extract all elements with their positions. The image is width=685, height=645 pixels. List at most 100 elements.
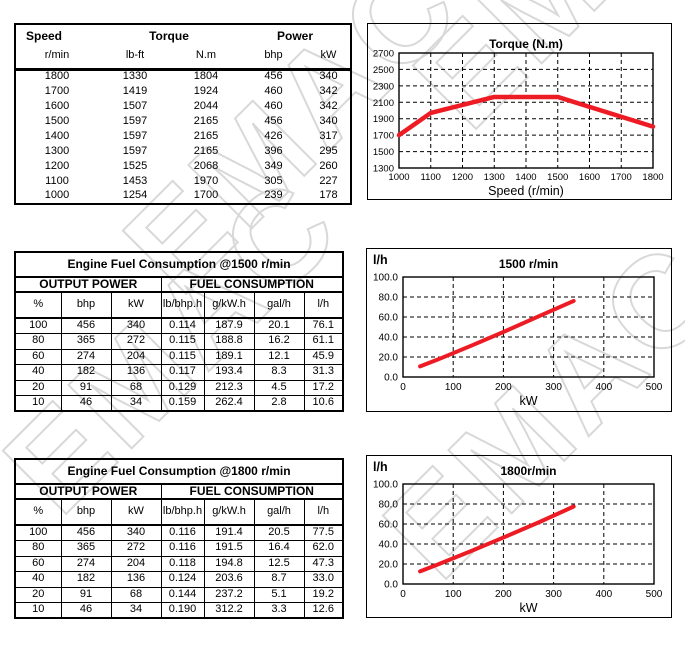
x-tick-label: 1600 xyxy=(579,172,600,183)
table-row: 1800 1330 1804 456 340 xyxy=(15,69,351,84)
table-cell: 19.2 xyxy=(303,586,344,603)
table-row: 80 365 272 0.116 191.5 16.4 62.0 xyxy=(14,540,344,557)
x-tick-label: 300 xyxy=(545,589,562,600)
table-cell: 1597 xyxy=(122,114,148,127)
table-units-row: r/min lb-ft N.m bhp kW xyxy=(15,44,351,71)
series-line xyxy=(418,298,576,369)
table-cell: 8.7 xyxy=(253,571,305,588)
section-output-power: OUTPUT POWER xyxy=(14,276,162,293)
table-cell: 178 xyxy=(319,189,338,202)
table-cell: 187.9 xyxy=(203,317,255,334)
table-cell: 16.4 xyxy=(253,540,305,557)
table-cell: 456 xyxy=(264,114,283,127)
table-cell: 212.3 xyxy=(203,379,255,396)
x-tick-label: 400 xyxy=(595,382,612,393)
table-cell: 317 xyxy=(319,129,338,142)
table-cell: 2165 xyxy=(193,114,219,127)
table-row: 20 91 68 0.144 237.2 5.1 19.2 xyxy=(14,586,344,603)
y-tick-label: 1300 xyxy=(373,164,394,175)
table-cell: 62.0 xyxy=(303,540,344,557)
table-cell: 12.6 xyxy=(303,602,344,619)
unit-bhp: bhp xyxy=(60,498,112,526)
table-cell: 189.1 xyxy=(203,348,255,365)
table-cell: 46 xyxy=(60,395,112,412)
table-cell: 0.159 xyxy=(160,395,205,412)
table-cell: 0.115 xyxy=(160,348,205,365)
table-cell: 1500 xyxy=(44,114,70,127)
table-cell: 204 xyxy=(110,348,162,365)
table-cell: 1000 xyxy=(44,189,70,202)
table-section-row: OUTPUT POWER FUEL CONSUMPTION xyxy=(14,276,344,293)
table-cell: 1597 xyxy=(122,129,148,142)
table-cell: 91 xyxy=(60,379,112,396)
table-cell: 396 xyxy=(264,144,283,157)
table-cell: 68 xyxy=(110,586,162,603)
y-axis-label: l/h xyxy=(373,460,388,474)
table-cell: 1330 xyxy=(122,70,148,83)
y-axis-label: l/h xyxy=(373,253,388,267)
table-cell: 274 xyxy=(60,348,112,365)
x-tick-label: 100 xyxy=(445,382,462,393)
table-row: 100 456 340 0.114 187.9 20.1 76.1 xyxy=(14,317,344,334)
y-tick-label: 80.0 xyxy=(379,500,399,511)
table-cell: 426 xyxy=(264,129,283,142)
table-cell: 188.8 xyxy=(203,333,255,350)
col-header-speed: Speed xyxy=(26,28,63,43)
table-cell: 1200 xyxy=(44,159,70,172)
table-cell: 34 xyxy=(110,602,162,619)
table-cell: 460 xyxy=(264,99,283,112)
table-row: 40 182 136 0.117 193.4 8.3 31.3 xyxy=(14,364,344,381)
unit-lh: l/h xyxy=(303,291,344,319)
table-cell: 2044 xyxy=(193,99,219,112)
table-cell: 295 xyxy=(319,144,338,157)
table-cell: 262.4 xyxy=(203,395,255,412)
unit-bhp: bhp xyxy=(60,291,112,319)
table-cell: 1970 xyxy=(193,174,219,187)
y-tick-label: 20.0 xyxy=(379,353,399,364)
x-tick-label: 1200 xyxy=(452,172,473,183)
table-cell: 45.9 xyxy=(303,348,344,365)
table-body: 100 456 340 0.114 187.9 20.1 76.1 80 365 272 0.115… xyxy=(14,317,344,412)
plot-border xyxy=(402,483,655,585)
table-cell: 76.1 xyxy=(303,317,344,334)
table-cell: 182 xyxy=(60,571,112,588)
unit-lb-bhph: lb/bhp.h xyxy=(160,498,205,526)
y-tick-label: 100.0 xyxy=(373,480,398,491)
y-tick-label: 2100 xyxy=(373,98,394,109)
table-units-row: % bhp kW lb/bhp.h g/kW.h gal/h l/h xyxy=(14,291,344,319)
table-cell: 239 xyxy=(264,189,283,202)
table-row: 1500 1597 2165 456 340 xyxy=(15,114,351,129)
table-cell: 4.5 xyxy=(253,379,305,396)
table-cell: 1804 xyxy=(193,70,219,83)
table-cell: 46 xyxy=(60,602,112,619)
table-cell: 1453 xyxy=(122,174,148,187)
y-tick-label: 2500 xyxy=(373,65,394,76)
table-cell: 31.3 xyxy=(303,364,344,381)
table-cell: 1254 xyxy=(122,189,148,202)
unit-g-kwh: g/kW.h xyxy=(203,291,255,319)
unit-lh: l/h xyxy=(303,498,344,526)
table-cell: 10 xyxy=(14,602,62,619)
y-tick-label: 0.0 xyxy=(384,373,398,384)
table-cell: 0.190 xyxy=(160,602,205,619)
y-tick-label: 100.0 xyxy=(373,273,398,284)
y-tick-label: 60.0 xyxy=(379,313,399,324)
y-tick-label: 1900 xyxy=(373,114,394,125)
x-tick-label: 1700 xyxy=(611,172,632,183)
speed-torque-power-table: Speed Torque Power r/min lb-ft N.m bhp k… xyxy=(14,23,352,205)
table-cell: 0.115 xyxy=(160,333,205,350)
table-cell: 237.2 xyxy=(203,586,255,603)
x-tick-label: 1500 xyxy=(547,172,568,183)
x-tick-label: 1800 xyxy=(642,172,663,183)
fuel-consumption-1500-table: Engine Fuel Consumption @1500 r/min OUTP… xyxy=(14,251,344,412)
table-cell: 68 xyxy=(110,379,162,396)
table-cell: 10.6 xyxy=(303,395,344,412)
section-output-power: OUTPUT POWER xyxy=(14,483,162,500)
x-tick-label: 1100 xyxy=(421,172,441,183)
fuel-consumption-1800-table: Engine Fuel Consumption @1800 r/min OUTP… xyxy=(14,458,344,619)
table-title-row: Engine Fuel Consumption @1800 r/min xyxy=(15,459,343,485)
unit-rpm: r/min xyxy=(15,44,98,71)
y-tick-label: 20.0 xyxy=(379,560,399,571)
y-tick-label: 2300 xyxy=(373,81,394,92)
